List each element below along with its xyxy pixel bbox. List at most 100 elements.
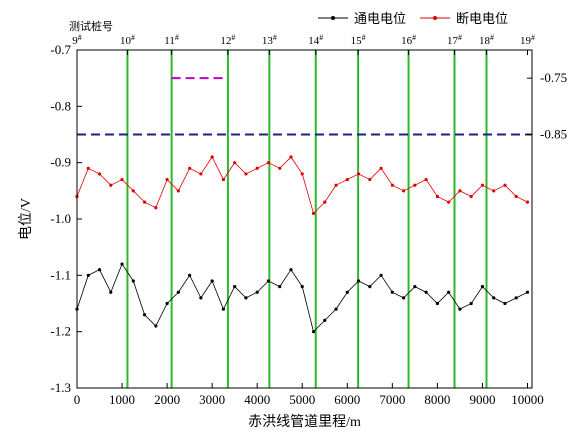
data-point: [345, 290, 349, 294]
data-point: [289, 268, 293, 272]
data-point: [424, 177, 428, 182]
data-point: [199, 296, 203, 300]
station-label: 12#: [220, 33, 235, 47]
data-point: [289, 155, 293, 159]
data-point: [86, 166, 90, 170]
y-tick-label: -1.0: [50, 211, 71, 226]
data-point: [390, 290, 394, 294]
x-tick-label: 8000: [424, 392, 450, 407]
x-tick-label: 7000: [379, 392, 405, 407]
axes: 9# 10# 11# 12# 13# 14# 15# 16# 17# 18# 19# 0 1000 200…: [50, 33, 567, 407]
y-axis-title: 电位/V: [18, 198, 34, 240]
data-point: [300, 172, 304, 176]
data-point: [221, 307, 226, 311]
station-label: 16#: [401, 33, 416, 47]
data-point: [233, 285, 237, 289]
data-point: [413, 285, 417, 289]
data-point: [120, 262, 124, 266]
data-point: [525, 290, 530, 294]
data-point: [131, 279, 135, 283]
data-point: [311, 211, 316, 215]
data-point: [379, 166, 383, 170]
data-point: [199, 172, 203, 176]
data-point: [402, 296, 406, 300]
y-tick-label: -1.1: [50, 267, 71, 282]
data-point: [447, 290, 451, 294]
x-axis-title: 赤洪线管道里程/m: [248, 414, 361, 430]
data-point: [413, 183, 417, 187]
data-point: [356, 279, 361, 283]
data-point: [435, 194, 439, 199]
data-point: [469, 301, 473, 306]
data-point: [379, 273, 383, 277]
data-point: [300, 285, 304, 289]
data-point: [503, 183, 507, 187]
data-point: [255, 166, 259, 170]
top-axis-label: 测试桩号: [69, 19, 113, 33]
data-point: [97, 268, 102, 272]
station-label: 13#: [262, 33, 277, 47]
plot-frame: [76, 49, 533, 389]
data-point: [244, 296, 248, 300]
data-point: [311, 330, 316, 334]
data-point: [356, 172, 361, 176]
data-point: [142, 200, 147, 204]
x-tick-label: 3000: [199, 392, 225, 407]
data-point: [266, 279, 271, 283]
data-point: [424, 290, 428, 294]
y-tick-label: -0.9: [50, 155, 71, 170]
station-label: 14#: [308, 33, 323, 47]
legend-swatch-marker: [331, 16, 335, 20]
series-line: [76, 156, 528, 215]
x-tick-label: 4000: [244, 392, 270, 407]
data-point: [255, 290, 259, 294]
data-point: [109, 183, 113, 187]
data-point: [323, 200, 327, 204]
data-point: [266, 161, 271, 165]
data-point: [210, 155, 214, 159]
data-point: [390, 183, 394, 187]
data-point: [109, 290, 113, 294]
y-tick-label: -1.2: [50, 324, 71, 339]
data-point: [176, 290, 180, 294]
station-label: 9#: [72, 33, 82, 47]
x-tick-label: 1000: [109, 392, 135, 407]
data-point: [458, 189, 462, 193]
data-point: [233, 161, 237, 165]
data-point: [480, 285, 485, 289]
data-point: [131, 189, 135, 193]
legend-label: 断电电位: [456, 11, 508, 26]
legend-label: 通电电位: [354, 11, 406, 26]
legend-swatch-marker: [433, 16, 437, 20]
y-tick-label: -1.3: [50, 380, 71, 395]
data-point: [120, 177, 124, 182]
data-point: [97, 172, 102, 176]
data-point: [244, 172, 248, 176]
data-point: [447, 200, 451, 204]
y-tick-label: -0.7: [50, 42, 71, 57]
data-point: [210, 279, 214, 283]
data-point: [154, 206, 158, 210]
data-point: [503, 301, 507, 306]
x-tick-label: 10000: [511, 392, 544, 407]
data-point: [165, 301, 169, 306]
data-point: [458, 307, 462, 311]
x-tick-label: 9000: [469, 392, 495, 407]
data-point: [492, 296, 496, 300]
legend: 通电电位 断电电位: [318, 11, 508, 26]
data-point: [176, 189, 180, 193]
station-label: 15#: [351, 33, 366, 47]
station-label: 17#: [447, 33, 462, 47]
x-tick-label: 5000: [289, 392, 315, 407]
data-point: [154, 324, 158, 328]
y-tick-label: -0.8: [50, 98, 71, 113]
data-point: [188, 166, 192, 170]
data-point: [368, 177, 372, 182]
data-point: [514, 194, 518, 199]
data-point: [435, 301, 439, 306]
data-point: [480, 183, 485, 187]
data-point: [142, 313, 147, 317]
x-tick-label: 6000: [334, 392, 360, 407]
data-point: [221, 177, 226, 182]
